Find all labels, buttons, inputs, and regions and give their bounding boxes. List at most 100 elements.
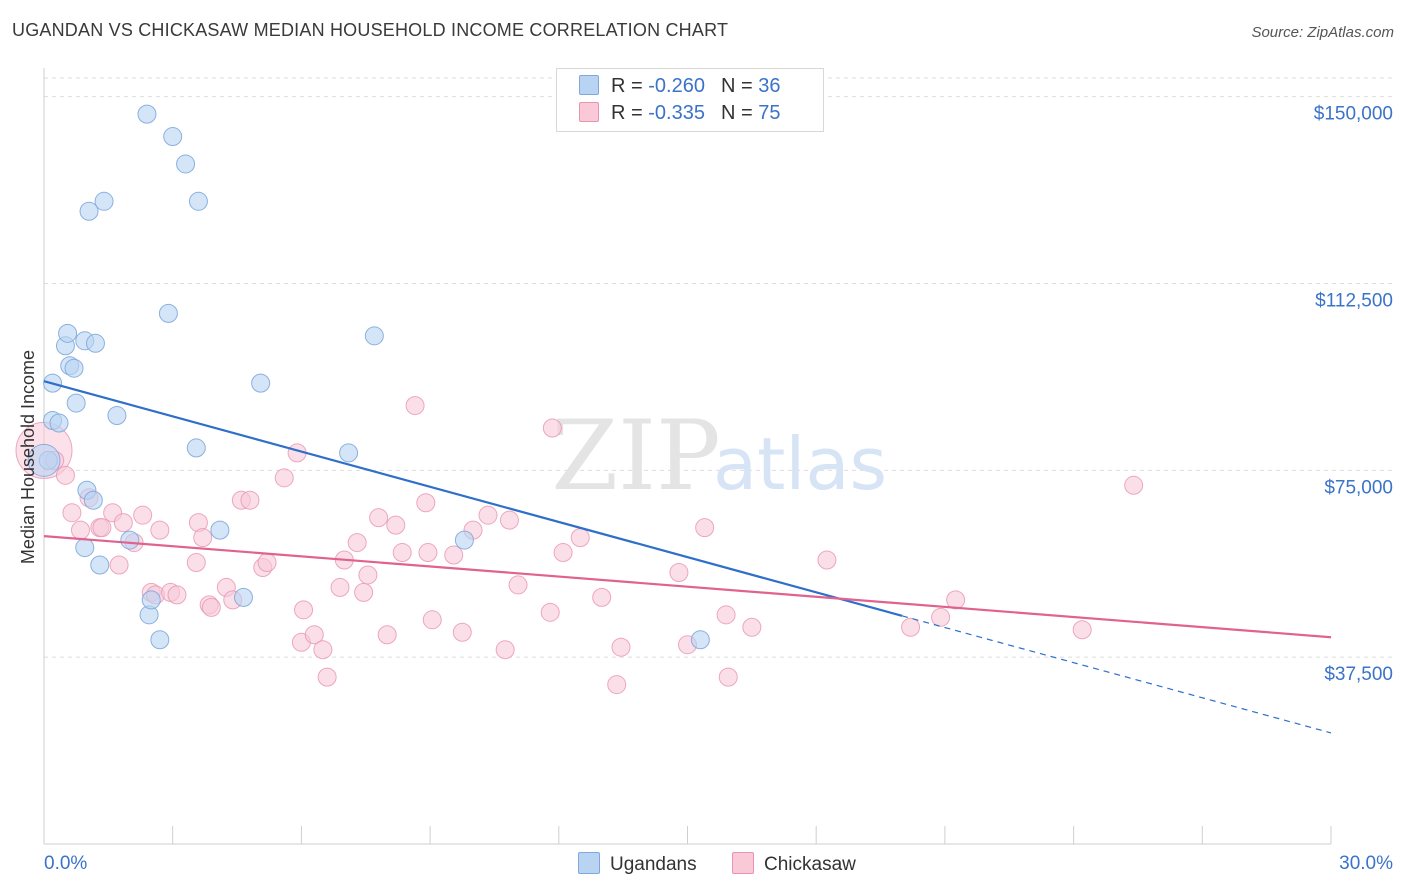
ugandans-legend-swatch <box>578 852 600 874</box>
chickasaw-point <box>669 562 689 582</box>
chickasaw-point <box>718 667 738 687</box>
y-tick-label: $112,500 <box>1315 291 1393 312</box>
ugandans-points <box>27 104 710 650</box>
ugandans-point <box>141 590 161 610</box>
chickasaw-point <box>201 597 221 617</box>
ugandans-point <box>158 303 178 323</box>
ugandans-point <box>233 587 253 607</box>
ugandans-point <box>94 191 114 211</box>
chickasaw-point <box>113 513 133 533</box>
chickasaw-point <box>386 515 406 535</box>
ugandans-point <box>49 413 69 433</box>
r-label: R = <box>611 102 643 124</box>
n-label: N = <box>720 75 753 97</box>
ugandans-point <box>364 326 384 346</box>
correlation-legend: R = -0.260 N = 36 R = -0.335 N = 75 <box>556 68 824 132</box>
ugandans-point <box>186 438 206 458</box>
ugandans-point <box>66 393 86 413</box>
r-value-chickasaw: -0.335 <box>648 102 705 124</box>
ugandans-point <box>75 538 95 558</box>
ugandans-point <box>176 154 196 174</box>
ugandans-point <box>58 323 78 343</box>
chickasaw-point <box>405 396 425 416</box>
ugandans-point <box>137 104 157 124</box>
ugandans-point <box>188 191 208 211</box>
chickasaw-point <box>133 505 153 525</box>
chickasaw-point <box>508 575 528 595</box>
r-label: R = <box>611 75 643 97</box>
chickasaw-point <box>257 553 277 573</box>
ugandans-point <box>83 490 103 510</box>
chickasaw-point <box>317 667 337 687</box>
chickasaw-point <box>150 520 170 540</box>
ugandans-point <box>107 406 127 426</box>
ugandans-point <box>163 127 183 147</box>
chickasaw-point <box>901 617 921 637</box>
axes <box>43 68 1332 845</box>
n-value-chickasaw: 75 <box>758 102 781 124</box>
trend-lines <box>43 380 1332 734</box>
chart-title: UGANDAN VS CHICKASAW MEDIAN HOUSEHOLD IN… <box>12 20 729 40</box>
x-tick-label-min: 0.0% <box>44 853 87 874</box>
ugandans-point <box>690 630 710 650</box>
chickasaw-point <box>1072 620 1092 640</box>
ugandans-swatch <box>579 75 599 95</box>
chickasaw-point <box>817 550 837 570</box>
chickasaw-point <box>330 577 350 597</box>
ugandans-point <box>64 358 84 378</box>
chickasaw-point <box>193 528 213 548</box>
ugandans-point <box>251 373 271 393</box>
legend-row-ugandans: R = -0.260 N = 36 <box>579 75 780 99</box>
n-value-ugandans: 36 <box>758 75 781 97</box>
chickasaw-legend-swatch <box>732 852 754 874</box>
chickasaw-point <box>416 493 436 513</box>
chickasaw-point <box>495 640 515 660</box>
chickasaw-point <box>542 418 562 438</box>
chickasaw-point <box>109 555 129 575</box>
ugandans-point <box>339 443 359 463</box>
ugandans-point <box>79 201 99 221</box>
chickasaw-point <box>931 607 951 627</box>
chickasaw-point <box>499 510 519 530</box>
chickasaw-point <box>946 590 966 610</box>
watermark: ZIP atlas <box>551 400 887 512</box>
chickasaw-point <box>274 468 294 488</box>
chickasaw-trend-line <box>43 535 1332 639</box>
ugandans-point <box>454 530 474 550</box>
y-tick-label: $150,000 <box>1314 104 1393 125</box>
chickasaw-point <box>240 490 260 510</box>
chickasaw-point <box>570 528 590 548</box>
source-label: Source: ZipAtlas.com <box>1251 24 1394 41</box>
n-label: N = <box>720 102 753 124</box>
legend-item-chickasaw: Chickasaw <box>732 852 856 876</box>
chickasaw-point <box>369 508 389 528</box>
gridlines <box>44 77 1396 658</box>
y-tick-label: $37,500 <box>1324 664 1393 685</box>
tick-labels: $37,500 $75,000 $112,500 $150,000 0.0% 30.0% <box>44 104 1393 874</box>
y-axis-label: Median Household Income <box>18 350 38 564</box>
chickasaw-point <box>304 625 324 645</box>
chickasaw-point <box>452 622 472 642</box>
ugandans-point <box>90 555 110 575</box>
chickasaw-point <box>70 520 90 540</box>
chickasaw-point <box>716 605 736 625</box>
chickasaw-point <box>478 505 498 525</box>
chickasaw-point <box>55 465 75 485</box>
watermark-zip: ZIP <box>551 400 720 512</box>
chickasaw-point <box>1124 475 1144 495</box>
chickasaw-point <box>611 637 631 657</box>
ugandans-point <box>27 443 61 477</box>
chickasaw-point <box>92 518 112 538</box>
chickasaw-point <box>444 545 464 565</box>
chickasaw-point <box>742 617 762 637</box>
chickasaw-point <box>377 625 397 645</box>
ugandans-point <box>120 530 140 550</box>
chickasaw-point <box>553 543 573 563</box>
chickasaw-point <box>294 600 314 620</box>
chickasaw-point <box>62 503 82 523</box>
r-value-ugandans: -0.260 <box>648 75 705 97</box>
chickasaw-point <box>358 565 378 585</box>
chickasaw-point <box>354 582 374 602</box>
chickasaw-point <box>695 518 715 538</box>
